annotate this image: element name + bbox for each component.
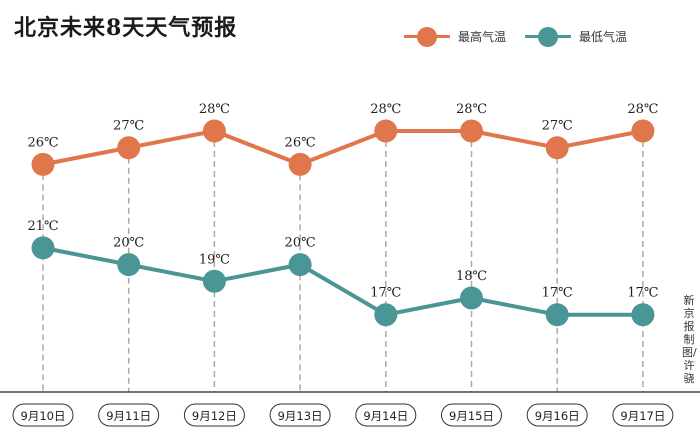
high-temp-line <box>42 129 644 167</box>
date-tick-label: 9月17日 <box>620 409 665 423</box>
low-temp-point <box>460 286 483 310</box>
high-temp-label: 27℃ <box>542 119 573 134</box>
high-temp-label: 26℃ <box>27 135 58 150</box>
high-temp-point <box>374 119 398 143</box>
legend-high-marker <box>417 26 437 47</box>
credit-label: 新京报制图/许骁 <box>682 294 697 385</box>
legend-low: 最低气温 <box>525 26 628 47</box>
date-tick-box <box>612 403 674 427</box>
low-temp-point <box>288 253 312 277</box>
date-tick-label: 9月15日 <box>449 409 494 423</box>
low-temp-line <box>42 245 643 317</box>
date-tick-label: 9月16日 <box>535 409 580 423</box>
date-tick-label: 9月10日 <box>21 409 66 423</box>
low-temp-label: 17℃ <box>542 286 573 301</box>
low-temp-label: 21℃ <box>27 219 58 234</box>
date-tick-label: 9月11日 <box>106 409 151 423</box>
date-tick-box <box>269 403 331 427</box>
high-temp-point <box>460 119 483 143</box>
high-temp-point <box>117 136 141 160</box>
low-temp-label: 18℃ <box>456 269 487 284</box>
chart-title: 北京未来8天天气预报 <box>14 15 238 41</box>
legend-low-line <box>525 26 571 47</box>
low-temp-label: 17℃ <box>627 286 658 301</box>
legend-high: 最高气温 <box>404 26 507 47</box>
high-temp-label: 28℃ <box>370 102 401 117</box>
high-temp-point <box>31 152 55 176</box>
legend-high-label: 最高气温 <box>458 30 507 44</box>
date-tick-box <box>355 403 417 427</box>
high-temp-point <box>545 136 569 160</box>
date-tick-box <box>183 403 245 427</box>
high-temp-label: 26℃ <box>285 135 316 150</box>
low-temp-point <box>631 303 655 327</box>
high-temp-point <box>288 152 312 176</box>
high-temp-label: 27℃ <box>113 119 144 134</box>
date-tick-box <box>441 403 502 427</box>
high-temp-label: 28℃ <box>199 102 230 117</box>
high-temp-label: 28℃ <box>456 102 487 117</box>
date-tick-box <box>12 403 74 427</box>
high-temp-label: 28℃ <box>627 102 658 117</box>
low-temp-label: 17℃ <box>370 286 401 301</box>
low-temp-point <box>545 303 569 327</box>
date-tick-box <box>526 403 588 427</box>
date-tick-label: 9月14日 <box>363 409 408 423</box>
date-tick-label: 9月13日 <box>278 409 323 423</box>
low-temp-label: 20℃ <box>113 236 144 251</box>
date-tick-box <box>98 403 160 427</box>
high-temp-point <box>202 119 226 143</box>
low-temp-point <box>31 236 55 260</box>
legend-low-marker <box>538 26 558 47</box>
low-temp-point <box>117 253 141 277</box>
low-temp-point <box>374 303 398 327</box>
legend-low-label: 最低气温 <box>579 30 628 44</box>
high-temp-point <box>631 119 655 143</box>
low-temp-label: 20℃ <box>285 236 316 251</box>
date-tick-label: 9月12日 <box>192 409 237 423</box>
legend-high-line <box>404 26 450 47</box>
low-temp-label: 19℃ <box>199 252 230 267</box>
low-temp-point <box>202 269 226 293</box>
